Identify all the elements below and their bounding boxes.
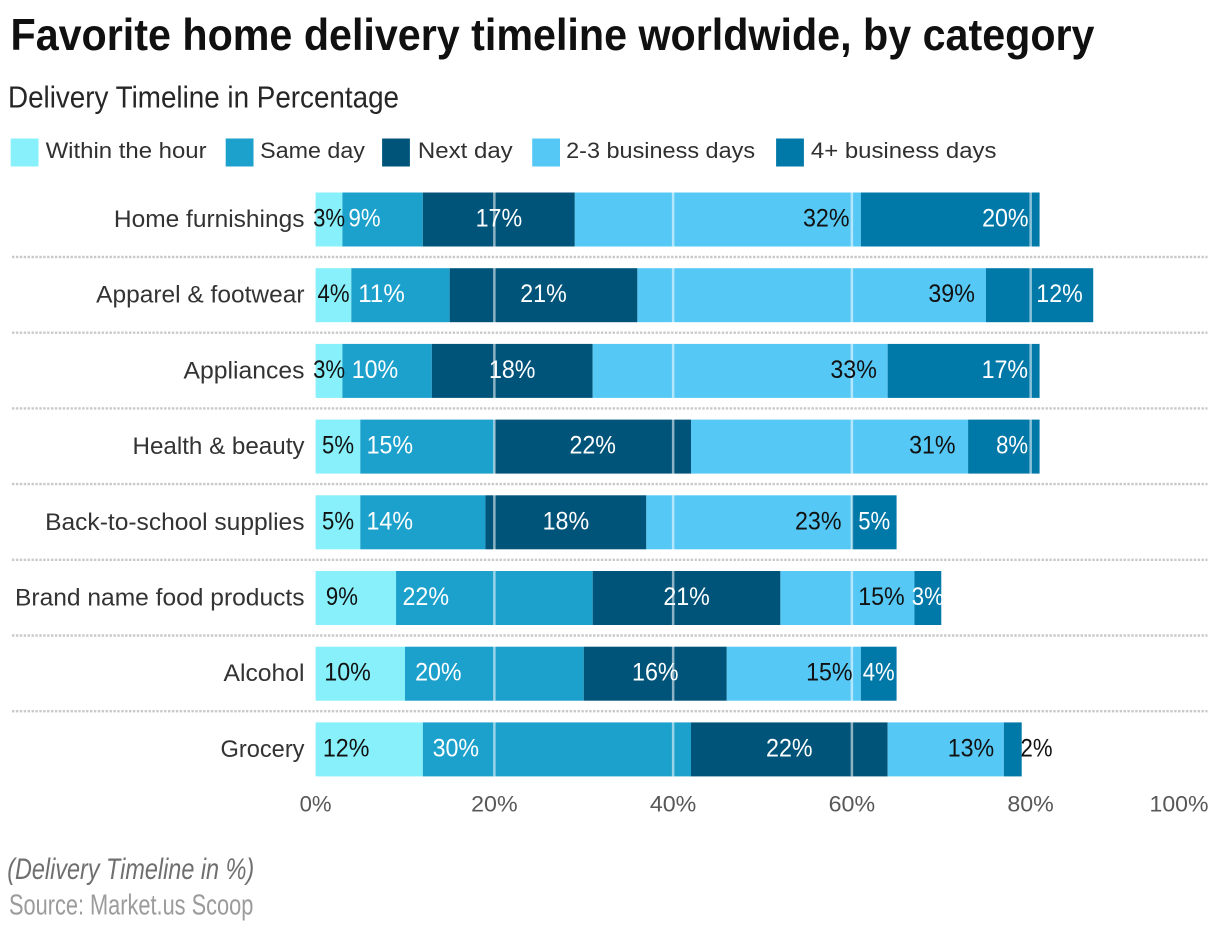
svg-text:Favorite home delivery timelin: Favorite home delivery timeline worldwid…: [11, 11, 1095, 60]
svg-text:4%: 4%: [318, 280, 350, 308]
svg-text:15%: 15%: [367, 432, 414, 460]
svg-text:21%: 21%: [520, 280, 567, 308]
svg-text:14%: 14%: [367, 507, 414, 535]
svg-text:15%: 15%: [806, 659, 853, 687]
svg-text:Health & beauty: Health & beauty: [133, 433, 305, 460]
svg-text:5%: 5%: [858, 507, 890, 535]
svg-text:5%: 5%: [322, 432, 354, 460]
svg-text:Alcohol: Alcohol: [224, 660, 305, 687]
svg-text:39%: 39%: [928, 280, 975, 308]
svg-text:22%: 22%: [766, 734, 813, 762]
svg-text:Back-to-school supplies: Back-to-school supplies: [45, 509, 304, 536]
svg-text:Source: Market.us Scoop: Source: Market.us Scoop: [9, 890, 253, 922]
svg-text:18%: 18%: [489, 356, 536, 384]
svg-text:4+ business days: 4+ business days: [811, 138, 997, 163]
svg-text:22%: 22%: [569, 432, 616, 460]
svg-text:21%: 21%: [663, 583, 710, 611]
svg-text:10%: 10%: [324, 659, 371, 687]
svg-text:80%: 80%: [1007, 792, 1054, 817]
svg-text:8%: 8%: [996, 432, 1028, 460]
svg-text:3%: 3%: [313, 205, 345, 233]
svg-text:31%: 31%: [909, 432, 956, 460]
svg-text:Next day: Next day: [418, 138, 514, 163]
svg-text:17%: 17%: [982, 356, 1029, 384]
svg-text:Appliances: Appliances: [184, 357, 305, 384]
svg-text:9%: 9%: [349, 205, 381, 233]
svg-text:Brand name food products: Brand name food products: [15, 585, 305, 612]
svg-text:20%: 20%: [415, 659, 462, 687]
svg-text:30%: 30%: [433, 734, 480, 762]
svg-text:33%: 33%: [830, 356, 877, 384]
svg-text:Same day: Same day: [260, 138, 365, 163]
svg-text:3%: 3%: [912, 583, 944, 611]
svg-text:100%: 100%: [1150, 792, 1209, 817]
svg-text:22%: 22%: [403, 583, 450, 611]
svg-text:Within the hour: Within the hour: [46, 138, 208, 163]
svg-text:18%: 18%: [543, 507, 590, 535]
svg-text:4%: 4%: [863, 659, 895, 687]
svg-text:40%: 40%: [650, 792, 697, 817]
svg-text:10%: 10%: [352, 356, 399, 384]
svg-text:5%: 5%: [322, 507, 354, 535]
svg-text:2-3 business days: 2-3 business days: [566, 138, 755, 163]
svg-text:12%: 12%: [323, 734, 370, 762]
svg-text:0%: 0%: [300, 792, 332, 817]
svg-text:60%: 60%: [829, 792, 876, 817]
svg-text:20%: 20%: [982, 205, 1029, 233]
svg-text:Delivery Timeline in Percentag: Delivery Timeline in Percentage: [8, 79, 399, 114]
svg-text:3%: 3%: [313, 356, 345, 384]
svg-text:23%: 23%: [795, 507, 842, 535]
svg-text:15%: 15%: [858, 583, 905, 611]
svg-text:20%: 20%: [471, 792, 518, 817]
svg-text:12%: 12%: [1036, 280, 1083, 308]
svg-text:17%: 17%: [476, 205, 523, 233]
svg-text:16%: 16%: [632, 659, 679, 687]
svg-text:9%: 9%: [326, 583, 358, 611]
svg-text:Grocery: Grocery: [221, 736, 305, 763]
svg-text:2%: 2%: [1021, 734, 1053, 762]
svg-text:Home furnishings: Home furnishings: [114, 206, 305, 233]
svg-text:Apparel & footwear: Apparel & footwear: [96, 282, 304, 309]
svg-text:11%: 11%: [358, 280, 405, 308]
svg-text:13%: 13%: [948, 734, 995, 762]
svg-text:32%: 32%: [803, 205, 850, 233]
svg-text:(Delivery Timeline in %): (Delivery Timeline in %): [7, 853, 254, 886]
